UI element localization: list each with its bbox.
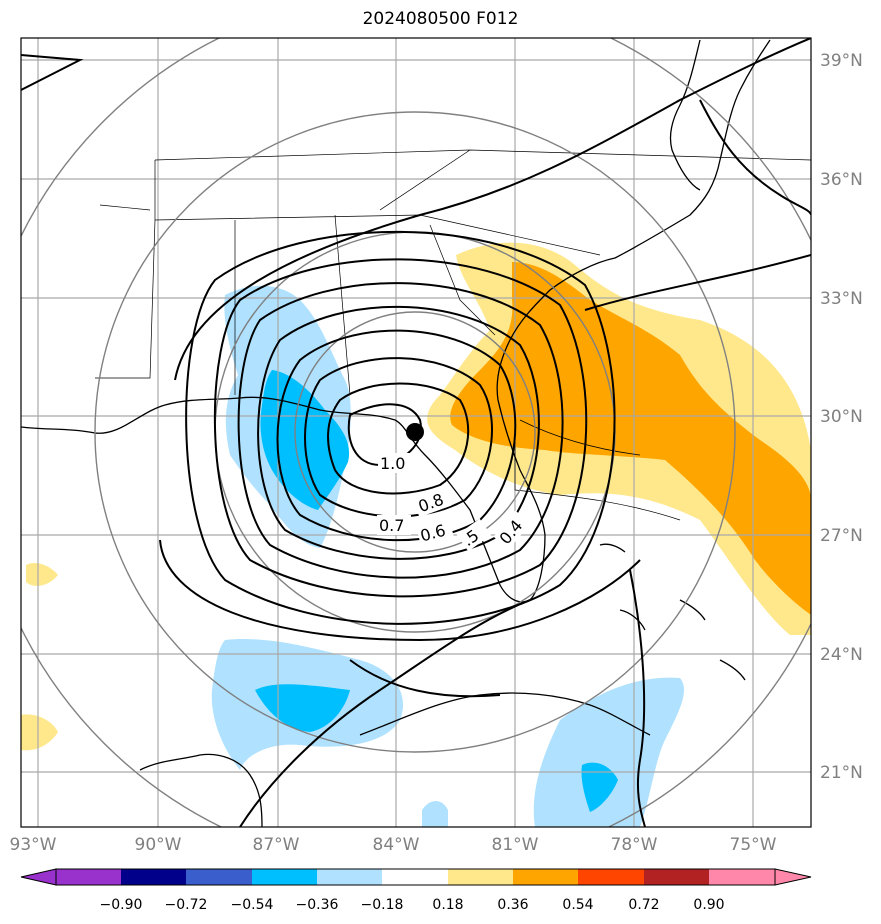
storm-center-dot	[406, 423, 424, 441]
colorbar-segment	[448, 869, 513, 885]
colorbar-tick-label: −0.72	[165, 897, 208, 913]
lon-label: 75°W	[730, 835, 777, 855]
lat-label: 36°N	[820, 170, 863, 190]
colorbar-segment	[186, 869, 252, 885]
colorbar-segment	[56, 869, 121, 885]
colorbar-tick-label: 0.36	[497, 897, 528, 913]
cuba-coast	[359, 692, 651, 736]
lat-tick-labels: 39°N 36°N 33°N 30°N 27°N 24°N 21°N	[820, 51, 863, 783]
atlantic-coast-north	[669, 39, 701, 191]
contour-labels: 1.0 0.8 0.7 0.6 .5 0.4	[377, 453, 531, 552]
lon-label: 90°W	[135, 835, 182, 855]
colorbar-tick-label: 0.18	[432, 897, 463, 913]
lon-label: 84°W	[373, 835, 420, 855]
lat-label: 21°N	[820, 763, 863, 783]
colorbar-tick-label: 0.90	[693, 897, 724, 913]
bahamas	[599, 543, 746, 681]
map-title: 2024080500 F012	[362, 9, 519, 29]
colorbar-labels: −0.90 −0.72 −0.54 −0.36 −0.18 0.18 0.36 …	[100, 897, 725, 913]
colorbar-segment	[121, 869, 186, 885]
lat-label: 33°N	[820, 289, 863, 309]
positive-anomaly-west-2	[21, 714, 58, 751]
contour-label-1: 1.0	[380, 454, 405, 473]
positive-anomaly-west-1	[26, 563, 58, 586]
colorbar-tick-label: −0.18	[361, 897, 404, 913]
colorbar-segment	[317, 869, 382, 885]
lat-label: 39°N	[820, 51, 863, 71]
colorbar-under-extend	[20, 868, 57, 886]
map-border	[20, 37, 812, 828]
colorbar	[20, 868, 812, 886]
lon-label: 81°W	[492, 835, 539, 855]
negative-anomaly-se-mid	[581, 762, 618, 812]
colorbar-segment	[578, 869, 644, 885]
negative-anomaly-se-light	[533, 677, 685, 827]
colorbar-tick-label: 0.72	[628, 897, 659, 913]
colorbar-segment	[513, 869, 578, 885]
lon-label: 93°W	[10, 835, 57, 855]
colorbar-segment	[382, 869, 448, 885]
colorbar-border	[55, 868, 776, 886]
positive-anomaly-mid	[450, 262, 811, 615]
colorbar-tick-label: −0.36	[296, 897, 339, 913]
contour-label-3: 0.7	[379, 516, 404, 535]
lat-label: 30°N	[820, 407, 863, 427]
lon-tick-labels: 93°W 90°W 87°W 84°W 81°W 78°W 75°W	[10, 835, 777, 855]
negative-anomaly-small	[422, 801, 448, 827]
colorbar-over-extend	[774, 868, 812, 886]
colorbar-tick-label: −0.90	[100, 897, 143, 913]
lat-label: 24°N	[820, 645, 863, 665]
lat-label: 27°N	[820, 526, 863, 546]
shading-layer	[21, 242, 811, 827]
colorbar-tick-label: −0.54	[231, 897, 274, 913]
negative-anomaly-south-mid	[255, 684, 350, 732]
colorbar-segment	[709, 869, 775, 885]
colorbar-tick-label: 0.54	[562, 897, 593, 913]
colorbar-segment	[644, 869, 709, 885]
colorbar-segment	[252, 869, 317, 885]
lon-label: 87°W	[253, 835, 300, 855]
lon-label: 78°W	[611, 835, 658, 855]
